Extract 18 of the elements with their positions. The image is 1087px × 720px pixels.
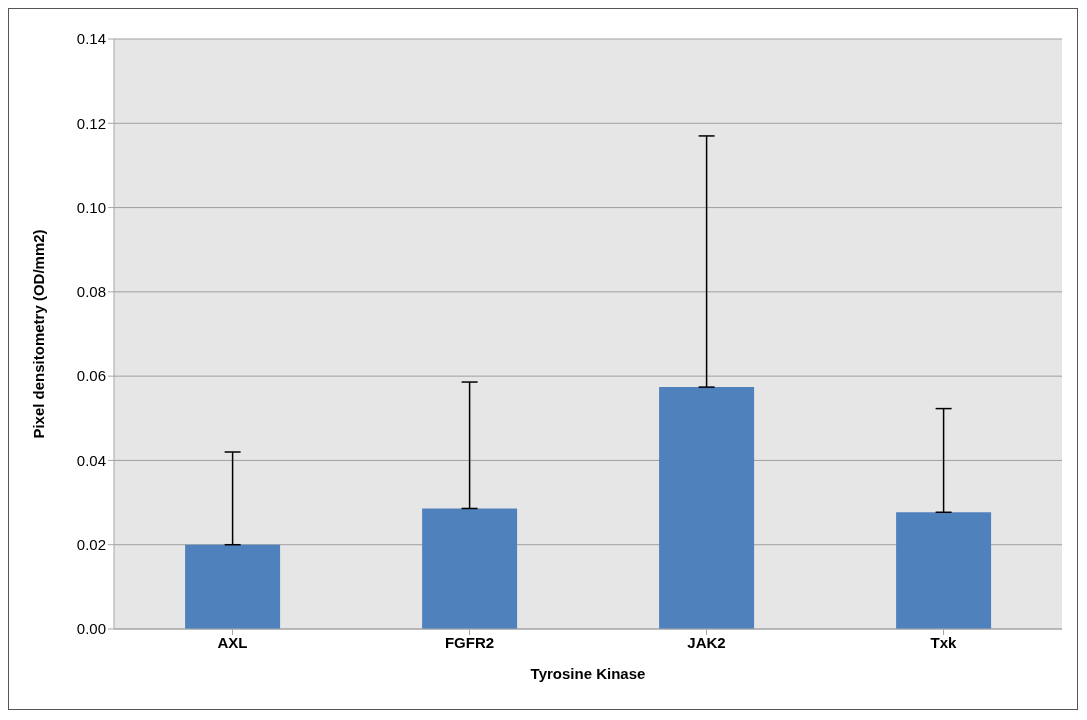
- x-tick-label: JAK2: [687, 633, 726, 651]
- y-axis-title: Pixel densitometry (OD/mm2): [30, 229, 48, 439]
- bar: [185, 544, 281, 629]
- y-tick-label: 0.10: [76, 198, 106, 216]
- x-tick-label: FGFR2: [444, 633, 495, 651]
- y-tick-label: 0.02: [76, 536, 106, 554]
- y-tick-label: 0.06: [76, 367, 106, 385]
- y-tick-label: 0.12: [76, 114, 106, 132]
- x-tick-label: AXL: [217, 633, 248, 651]
- y-tick-label: 0.08: [76, 283, 106, 301]
- y-tick-label: 0.14: [76, 30, 106, 48]
- bar: [659, 387, 755, 629]
- y-tick-label: 0.04: [76, 451, 106, 469]
- y-tick-label: 0.00: [76, 620, 106, 638]
- bar: [422, 508, 518, 629]
- x-axis-title: Tyrosine Kinase: [530, 665, 646, 682]
- bar: [896, 512, 992, 629]
- x-tick-label: Txk: [930, 633, 958, 651]
